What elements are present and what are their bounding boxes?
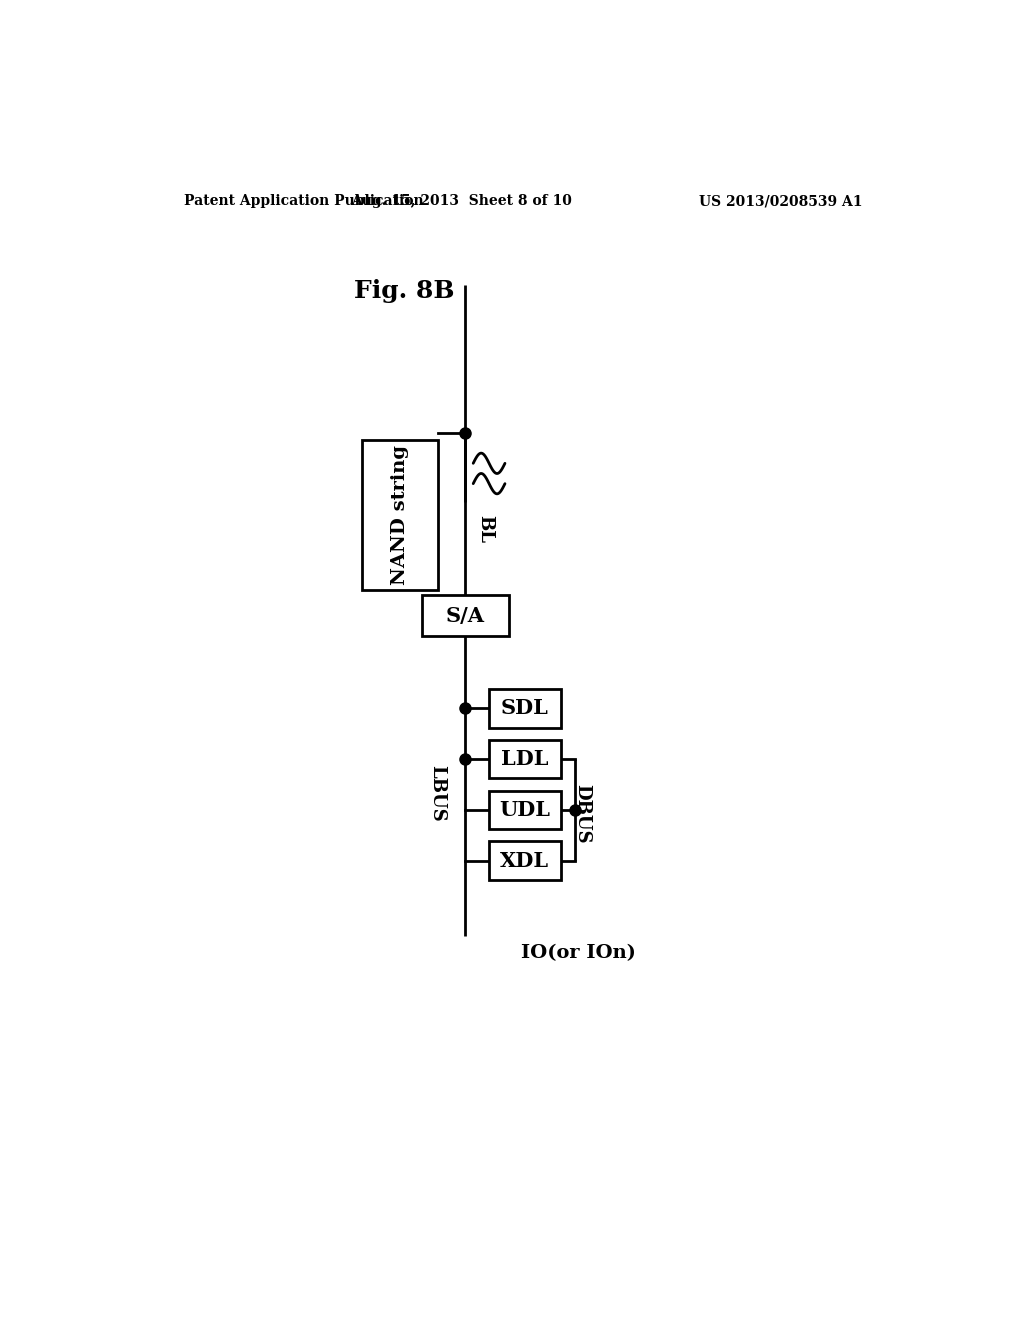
FancyBboxPatch shape xyxy=(422,595,509,636)
Text: Aug. 15, 2013  Sheet 8 of 10: Aug. 15, 2013 Sheet 8 of 10 xyxy=(351,194,571,209)
Text: XDL: XDL xyxy=(501,850,549,871)
FancyBboxPatch shape xyxy=(489,841,560,880)
Text: SDL: SDL xyxy=(501,698,549,718)
Text: LDL: LDL xyxy=(501,748,549,770)
Text: LBUS: LBUS xyxy=(428,766,446,822)
FancyBboxPatch shape xyxy=(489,689,560,727)
Text: UDL: UDL xyxy=(500,800,550,820)
FancyBboxPatch shape xyxy=(489,791,560,829)
Text: BL: BL xyxy=(476,515,495,544)
Text: S/A: S/A xyxy=(445,606,484,626)
Text: NAND string: NAND string xyxy=(391,445,409,585)
Text: DBUS: DBUS xyxy=(573,784,591,843)
Text: US 2013/0208539 A1: US 2013/0208539 A1 xyxy=(699,194,863,209)
FancyBboxPatch shape xyxy=(362,440,437,590)
Text: IO(or IOn): IO(or IOn) xyxy=(521,944,636,962)
Text: Patent Application Publication: Patent Application Publication xyxy=(183,194,423,209)
Text: Fig. 8B: Fig. 8B xyxy=(354,279,455,302)
FancyBboxPatch shape xyxy=(489,739,560,779)
